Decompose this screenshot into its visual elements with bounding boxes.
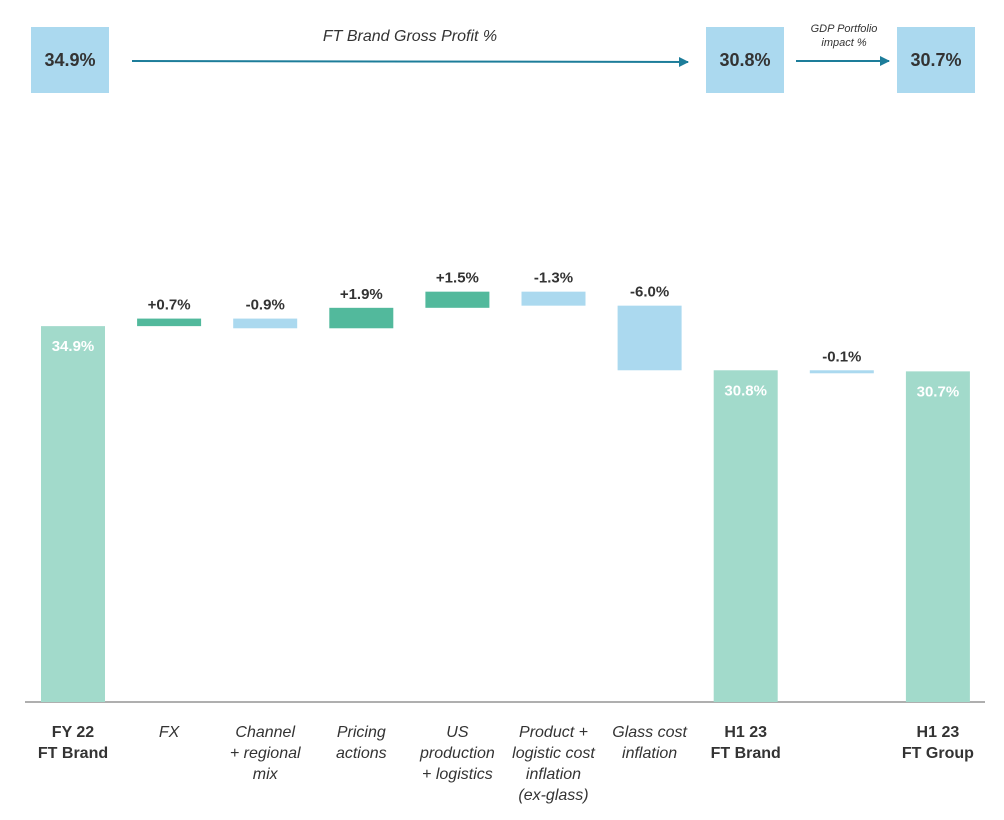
end-value-label: 30.7% [910,49,962,70]
category-label: (ex-glass) [518,787,588,804]
category-label: FT Brand [38,745,108,762]
category-label: FY 22 [52,724,95,741]
waterfall-bar [425,291,490,308]
start-value-box: 34.9% [31,27,109,93]
portfolio-impact-caption: GDP Portfolio impact % [790,22,898,50]
category-label: inflation [622,745,677,762]
end-value-box: 30.7% [897,27,975,93]
mid-value-label: 30.8% [719,49,771,70]
category-label: + logistics [422,766,493,783]
portfolio-caption-line-2: impact % [821,37,867,49]
delta-value-label: +1.5% [436,270,479,287]
waterfall-bar [137,318,202,327]
waterfall-bar [329,307,394,329]
category-label: logistic cost [512,745,595,762]
total-value-label: 30.7% [917,383,960,400]
category-label: Glass cost [612,724,687,741]
waterfall-bar [617,305,682,371]
start-value-label: 34.9% [44,49,96,70]
category-label: Product + [519,724,588,741]
delta-value-label: -6.0% [630,284,669,301]
category-label: Pricing [337,724,386,741]
category-label: FT Brand [711,745,781,762]
category-label: Channel [235,724,295,741]
category-label: mix [253,766,279,783]
total-value-label: 30.8% [724,382,767,399]
delta-value-label: -1.3% [534,270,573,287]
delta-value-label: +0.7% [148,297,191,314]
waterfall-bar [41,326,105,702]
waterfall-bar [713,370,778,702]
category-label: FX [159,724,181,741]
waterfall-bar [905,371,970,702]
total-value-label: 34.9% [52,338,95,355]
delta-value-label: -0.9% [246,297,285,314]
category-label: H1 23 [917,724,960,741]
category-label: inflation [526,766,581,783]
category-label: US [446,724,469,741]
category-label: H1 23 [724,724,767,741]
waterfall-bar [521,291,586,306]
category-label: + regional [230,745,301,762]
delta-value-label: +1.9% [340,286,383,303]
category-label: production [419,745,495,762]
mid-value-box: 30.8% [706,27,784,93]
waterfall-bar [809,370,874,374]
portfolio-caption-line-1: GDP Portfolio [810,23,878,35]
category-label: FT Group [902,745,974,762]
waterfall-bar [233,318,298,329]
delta-value-label: -0.1% [822,348,861,365]
brand-trend-arrow [131,56,689,67]
category-label: actions [336,745,387,762]
brand-gross-profit-caption: FT Brand Gross Profit % [322,28,498,45]
